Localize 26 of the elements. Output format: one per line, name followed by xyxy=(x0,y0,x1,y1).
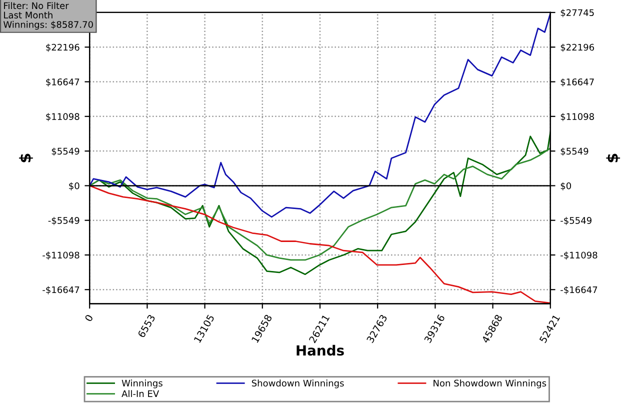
y-axis-title: $ xyxy=(19,154,33,162)
legend-label: All-In EV xyxy=(122,390,160,397)
y2-tick-label: $0 xyxy=(560,182,572,190)
y-tick-label: -$11098 xyxy=(42,252,80,260)
x-tick-label: 0 xyxy=(84,314,94,322)
y2-tick-label: $16647 xyxy=(560,78,594,87)
legend-label: Non Showdown Winnings xyxy=(434,380,546,388)
y2-tick-label: $5549 xyxy=(560,148,588,156)
y-tick-label: $16647 xyxy=(46,78,80,87)
y-tick-label: $0 xyxy=(69,182,80,190)
y2-axis-title: $ xyxy=(606,154,620,162)
y2-tick-label: -$5549 xyxy=(560,216,592,226)
legend-label: Showdown Winnings xyxy=(252,380,344,388)
y-tick-label: $5549 xyxy=(52,148,80,156)
y2-tick-label: -$11098 xyxy=(560,252,598,260)
y2-tick-label: $27745 xyxy=(560,9,594,18)
annotation: Filter: No Filter Last Month Winnings: $8587.70 xyxy=(4,2,93,30)
y2-tick-label: -$16647 xyxy=(560,286,598,294)
legend-label: Winnings xyxy=(122,380,162,388)
y-tick-label: $11098 xyxy=(46,112,80,122)
x-axis-title: Hands xyxy=(296,344,344,356)
y-tick-label: $22196 xyxy=(46,44,80,52)
y2-tick-label: $22196 xyxy=(560,44,594,52)
y-tick-label: -$16647 xyxy=(42,286,80,294)
y2-tick-label: $11098 xyxy=(560,112,594,122)
y-tick-label: -$5549 xyxy=(48,216,80,226)
